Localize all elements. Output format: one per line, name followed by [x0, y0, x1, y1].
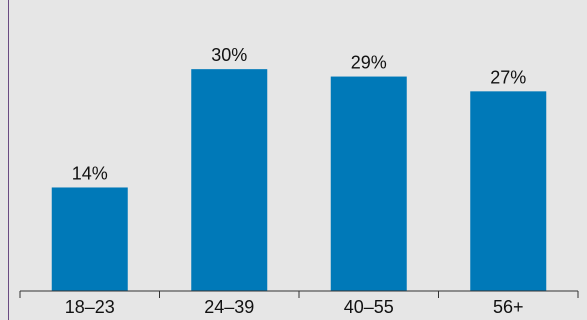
bar-3: [470, 91, 547, 291]
category-label-3: 56+: [493, 297, 524, 317]
value-label-1: 30%: [211, 45, 247, 65]
bar-2: [330, 76, 407, 291]
value-label-2: 29%: [351, 53, 387, 73]
panel-left-border: [8, 0, 9, 320]
value-label-0: 14%: [72, 163, 108, 183]
bar-1: [191, 69, 268, 291]
category-label-1: 24–39: [204, 297, 254, 317]
bar-0: [51, 187, 128, 291]
category-label-2: 40–55: [344, 297, 394, 317]
value-label-3: 27%: [490, 67, 526, 87]
category-label-0: 18–23: [65, 297, 115, 317]
